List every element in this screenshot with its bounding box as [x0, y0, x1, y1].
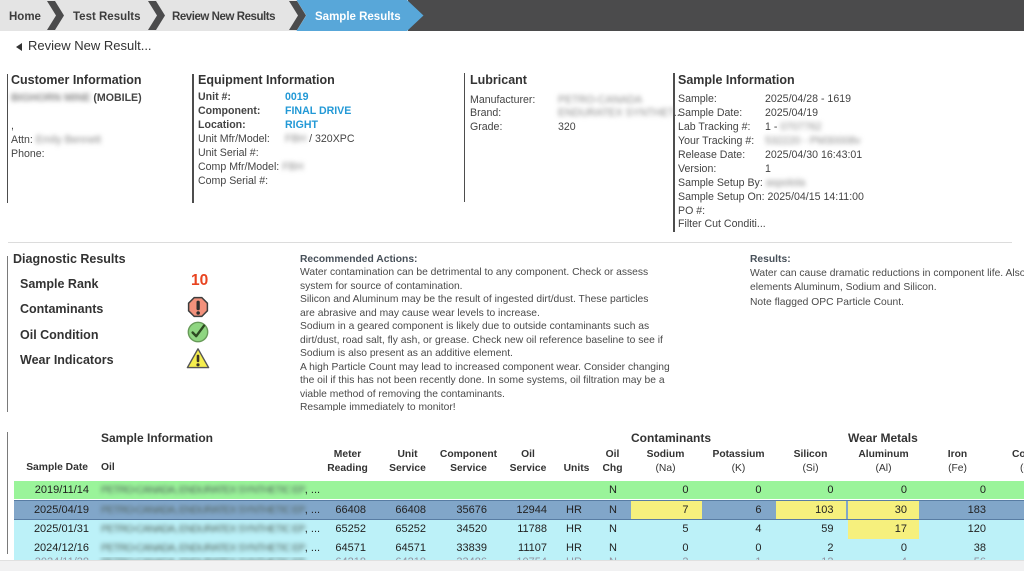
- svg-text:Review New Results: Review New Results: [172, 11, 275, 23]
- svg-text:Home: Home: [9, 11, 41, 23]
- svg-text:Test Results: Test Results: [73, 11, 141, 23]
- svg-text:Sample Results: Sample Results: [315, 11, 401, 23]
